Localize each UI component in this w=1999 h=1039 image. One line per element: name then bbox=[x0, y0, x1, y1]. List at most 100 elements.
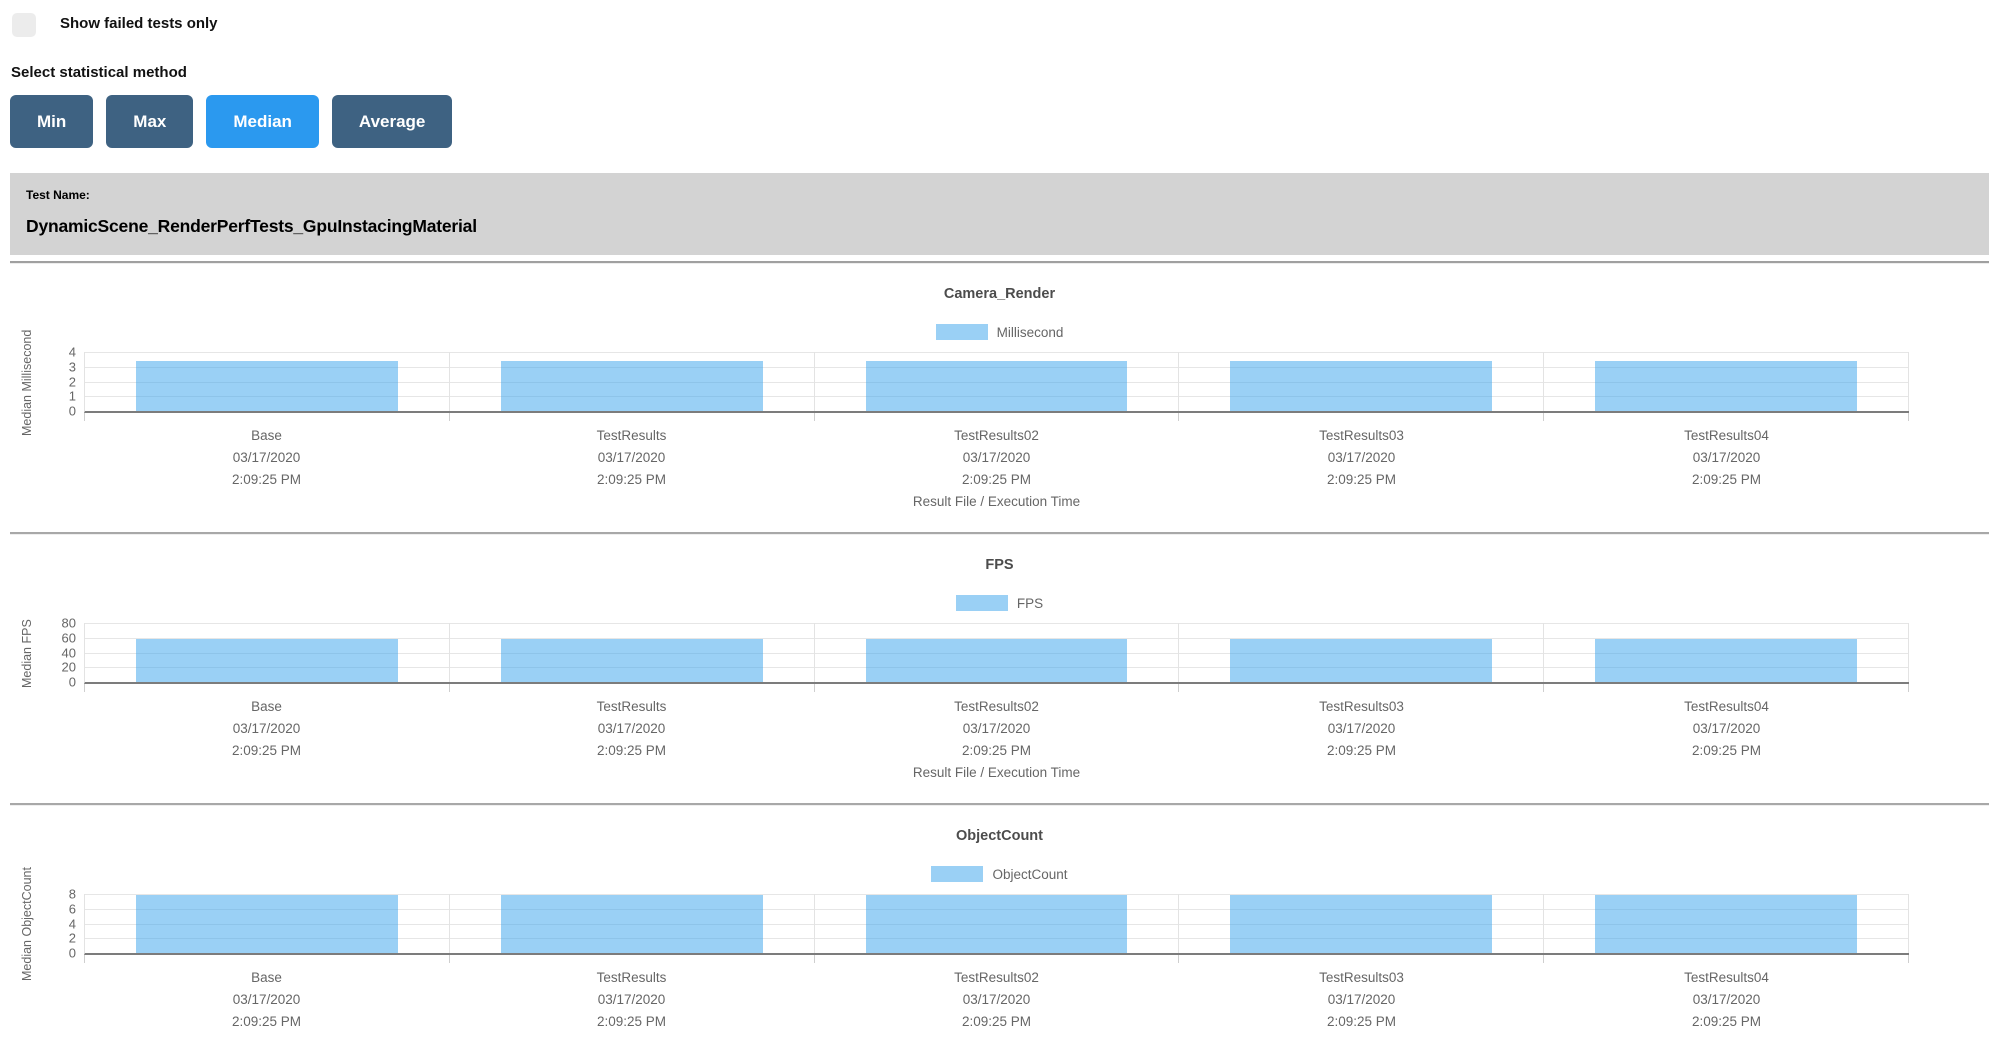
y-axis-title: Median Millisecond bbox=[20, 329, 34, 436]
bar[interactable] bbox=[135, 639, 398, 682]
bar[interactable] bbox=[1595, 894, 1858, 953]
category-date: 03/17/2020 bbox=[1327, 992, 1396, 1007]
plot-outer: 0 2 4 6 8 Base 03/17/2020 2:09:25 PM TestResults… bbox=[44, 887, 1989, 1033]
y-tick-label: 8 bbox=[68, 886, 76, 902]
category-time: 2:09:25 PM bbox=[961, 743, 1032, 758]
gridline bbox=[85, 894, 1909, 895]
category-time: 2:09:25 PM bbox=[961, 1014, 1032, 1029]
category-date: 03/17/2020 bbox=[962, 721, 1031, 736]
plot-area: 0 20 40 60 80 bbox=[62, 616, 1909, 692]
y-tick-label: 2 bbox=[68, 930, 76, 946]
category-date: 03/17/2020 bbox=[1692, 450, 1761, 465]
category-date: 03/17/2020 bbox=[232, 721, 301, 736]
chart-section-fps: FPS FPS Median FPS 0 20 40 60 80 Base 03/17/2020 2… bbox=[10, 535, 1989, 780]
bar[interactable] bbox=[500, 639, 763, 682]
y-tick-label: 0 bbox=[68, 945, 76, 961]
category-date: 03/17/2020 bbox=[962, 450, 1031, 465]
stat-button-min[interactable]: Min bbox=[10, 95, 94, 148]
category-name: TestResults04 bbox=[1684, 428, 1769, 443]
category-name: TestResults03 bbox=[1319, 699, 1404, 714]
header-separator bbox=[10, 261, 1989, 264]
bar[interactable] bbox=[135, 894, 398, 953]
chart-legend[interactable]: Millisecond bbox=[10, 324, 1989, 340]
chart-title: Camera_Render bbox=[943, 286, 1056, 302]
bar[interactable] bbox=[500, 360, 763, 411]
chart-section-objectcount: ObjectCount ObjectCount Median ObjectCount… bbox=[10, 806, 1989, 1033]
section-separator bbox=[10, 803, 1989, 806]
y-tick-label: 3 bbox=[68, 359, 76, 375]
category-name: TestResults03 bbox=[1319, 970, 1404, 985]
bar[interactable] bbox=[1230, 894, 1493, 953]
y-tick-label: 1 bbox=[68, 388, 76, 404]
bar-slot bbox=[1179, 623, 1545, 692]
y-axis-title: Median FPS bbox=[20, 619, 34, 688]
category-time: 2:09:25 PM bbox=[1691, 472, 1762, 487]
category-name: TestResults02 bbox=[954, 699, 1039, 714]
bar[interactable] bbox=[865, 360, 1128, 411]
bar[interactable] bbox=[500, 894, 763, 953]
y-axis-title: Median ObjectCount bbox=[20, 867, 34, 982]
category-date: 03/17/2020 bbox=[232, 450, 301, 465]
chart-legend[interactable]: ObjectCount bbox=[10, 866, 1989, 882]
x-labels: Base 03/17/2020 2:09:25 PM TestResults 03/17… bbox=[84, 967, 1909, 1033]
category-label: TestResults 03/17/2020 2:09:25 PM bbox=[449, 696, 814, 762]
category-name: TestResults04 bbox=[1684, 970, 1769, 985]
category-label: TestResults02 03/17/2020 2:09:25 PM bbox=[814, 425, 1179, 491]
stat-button-median[interactable]: Median bbox=[206, 95, 319, 148]
chart-section-camera_render: Camera_Render Millisecond Median Milliseco… bbox=[10, 264, 1989, 509]
x-axis-title: Result File / Execution Time bbox=[912, 494, 1081, 509]
category-time: 2:09:25 PM bbox=[231, 743, 302, 758]
category-date: 03/17/2020 bbox=[597, 450, 666, 465]
x-axis-title: Result File / Execution Time bbox=[912, 765, 1081, 780]
bar[interactable] bbox=[1595, 360, 1858, 411]
category-name: Base bbox=[251, 699, 282, 714]
bar[interactable] bbox=[865, 894, 1128, 953]
category-name: TestResults03 bbox=[1319, 428, 1404, 443]
category-date: 03/17/2020 bbox=[597, 992, 666, 1007]
chart-title: FPS bbox=[985, 557, 1014, 573]
category-time: 2:09:25 PM bbox=[1691, 1014, 1762, 1029]
category-label: TestResults04 03/17/2020 2:09:25 PM bbox=[1544, 967, 1909, 1033]
y-tick-label: 0 bbox=[68, 674, 76, 690]
bar[interactable] bbox=[1230, 639, 1493, 682]
plot-outer: 0 20 40 60 80 Base 03/17/2020 2:09:25 PM TestRes… bbox=[44, 616, 1989, 780]
bar-slot bbox=[815, 894, 1180, 963]
show-failed-row: Show failed tests only bbox=[10, 0, 1989, 37]
category-name: TestResults04 bbox=[1684, 699, 1769, 714]
show-failed-checkbox[interactable] bbox=[12, 13, 36, 37]
category-date: 03/17/2020 bbox=[1327, 450, 1396, 465]
y-tick-label: 60 bbox=[61, 630, 76, 646]
section-separator bbox=[10, 532, 1989, 535]
legend-swatch bbox=[955, 595, 1008, 611]
category-time: 2:09:25 PM bbox=[1326, 472, 1397, 487]
category-time: 2:09:25 PM bbox=[961, 472, 1032, 487]
category-name: TestResults bbox=[596, 428, 667, 443]
bar-slot bbox=[1544, 352, 1909, 421]
category-label: Base 03/17/2020 2:09:25 PM bbox=[84, 696, 449, 762]
bar-slot bbox=[815, 352, 1180, 421]
chart-legend[interactable]: FPS bbox=[10, 595, 1989, 611]
bar[interactable] bbox=[865, 639, 1128, 682]
bar[interactable] bbox=[135, 360, 398, 411]
category-date: 03/17/2020 bbox=[1692, 992, 1761, 1007]
legend-swatch bbox=[935, 324, 988, 340]
charts-container: Camera_Render Millisecond Median Milliseco… bbox=[10, 264, 1989, 1033]
x-labels: Base 03/17/2020 2:09:25 PM TestResults 03/17… bbox=[84, 425, 1909, 491]
category-time: 2:09:25 PM bbox=[596, 472, 667, 487]
stat-button-max[interactable]: Max bbox=[106, 95, 194, 148]
gridline bbox=[85, 623, 1909, 624]
stat-button-average[interactable]: Average bbox=[331, 95, 453, 148]
bar[interactable] bbox=[1230, 360, 1493, 411]
y-tick-label: 0 bbox=[68, 403, 76, 419]
category-label: TestResults03 03/17/2020 2:09:25 PM bbox=[1179, 425, 1544, 491]
category-label: TestResults 03/17/2020 2:09:25 PM bbox=[449, 967, 814, 1033]
category-name: Base bbox=[251, 428, 282, 443]
category-date: 03/17/2020 bbox=[962, 992, 1031, 1007]
bar[interactable] bbox=[1595, 639, 1858, 682]
y-tick-label: 4 bbox=[68, 916, 76, 931]
y-tick-label: 80 bbox=[61, 615, 76, 631]
gridline bbox=[85, 637, 1909, 639]
y-tick-label: 2 bbox=[68, 374, 76, 389]
y-tick-label: 40 bbox=[61, 645, 76, 660]
